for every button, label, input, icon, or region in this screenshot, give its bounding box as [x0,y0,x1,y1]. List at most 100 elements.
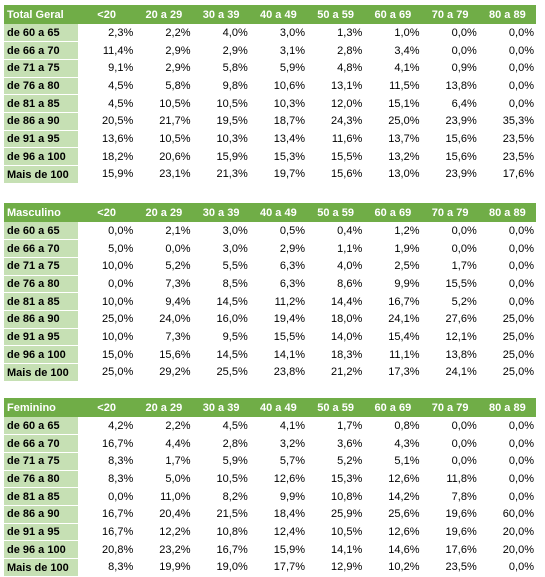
table-cell: 1,2% [394,224,420,237]
table-cell: 8,2% [222,490,248,503]
table-cell: 15,5% [331,150,363,163]
header-row: Total Geral <20 20 a 29 30 a 39 40 a 49 … [4,5,536,24]
table-title: Masculino [4,203,78,222]
table-total-geral: Total Geral <20 20 a 29 30 a 39 40 a 49 … [4,5,536,184]
table-cell: 2,9% [279,242,305,255]
table-cell: 10,8% [216,525,248,538]
table-cell: 15,5% [445,277,477,290]
column-header: 50 a 59 [307,203,365,222]
table-cell: 18,7% [273,115,305,128]
table-cell: 11,0% [160,490,191,503]
table-cell: 10,5% [159,97,191,110]
table-cell: 18,0% [331,313,363,326]
table-row: de 66 a 70 5,0% 0,0% 3,0% 2,9% 1,1% 1,9% 0,0% 0,… [4,239,536,258]
table-row: de 60 a 65 0,0% 2,1% 3,0% 0,5% 0,4% 1,2% 0,0% 0,… [4,222,536,240]
table-cell: 4,1% [279,419,305,432]
column-header: 20 a 29 [135,203,193,222]
row-label: Mais de 100 [4,363,78,382]
table-cell: 5,2% [165,260,191,273]
row-label: de 60 a 65 [4,222,78,240]
row-label: de 86 a 90 [4,504,78,524]
table-cell: 0,0% [451,44,477,57]
row-label: de 66 a 70 [4,41,78,60]
table-cell: 60,0% [502,508,534,521]
table-cell: 25,0% [502,330,534,343]
table-cell: 19,4% [273,313,305,326]
table-cell: 1,3% [337,26,363,39]
table-cell: 0,0% [451,26,477,39]
table-cell: 15,4% [388,330,420,343]
row-label: de 60 a 65 [4,417,78,435]
table-cell: 16,7% [216,543,248,556]
table-cell: 20,5% [102,115,134,128]
table-cell: 24,3% [331,115,363,128]
table-row: de 81 a 85 10,0% 9,4% 14,5% 11,2% 14,4% 16,7% 5… [4,292,536,311]
table-cell: 25,0% [502,313,534,326]
table-cell: 15,6% [445,150,477,163]
table-cell: 23,1% [159,168,191,181]
column-header: 80 a 89 [478,398,536,417]
table-cell: 14,5% [216,348,248,361]
table-cell: 1,0% [394,26,420,39]
table-cell: 19,9% [159,561,191,574]
column-header: 70 a 79 [421,398,479,417]
table-cell: 24,1% [388,313,420,326]
table-cell: 11,8% [446,472,477,485]
table-cell: 0,0% [508,79,534,92]
table-cell: 2,9% [222,44,248,57]
table-cell: 13,4% [273,132,305,145]
table-cell: 20,6% [159,150,191,163]
table-cell: 4,0% [337,260,363,273]
table-cell: 15,5% [273,330,305,343]
table-cell: 25,9% [331,508,363,521]
table-cell: 1,7% [165,455,191,468]
table-cell: 13,0% [388,168,420,181]
table-cell: 7,3% [165,277,191,290]
table-cell: 10,6% [273,79,305,92]
table-row: de 91 a 95 10,0% 7,3% 9,5% 15,5% 14,0% 15,4% 12… [4,327,536,346]
table-cell: 0,0% [451,419,477,432]
table-cell: 25,0% [502,348,534,361]
table-cell: 4,3% [394,437,420,450]
table-cell: 23,5% [445,561,477,574]
table-cell: 10,3% [273,97,305,110]
table-cell: 20,0% [502,543,534,556]
table-cell: 5,2% [451,295,477,308]
table-cell: 35,3% [502,115,534,128]
table-cell: 21,3% [216,168,248,181]
row-label: de 71 a 75 [4,256,78,276]
row-label: de 96 a 100 [4,345,78,364]
table-cell: 20,0% [502,525,534,538]
table-cell: 16,0% [216,313,248,326]
table-cell: 10,3% [216,132,248,145]
table-cell: 23,5% [502,150,534,163]
row-label: de 66 a 70 [4,434,78,453]
table-cell: 18,3% [331,348,363,361]
table-cell: 7,3% [165,330,191,343]
table-cell: 15,0% [102,348,134,361]
table-cell: 0,0% [508,260,534,273]
table-cell: 12,1% [445,330,477,343]
table-cell: 5,9% [279,62,305,75]
row-label: de 76 a 80 [4,274,78,293]
column-header: 50 a 59 [307,398,365,417]
row-label: de 71 a 75 [4,451,78,471]
table-cell: 1,1% [337,242,363,255]
table-cell: 2,5% [394,260,420,273]
row-label: de 91 a 95 [4,522,78,541]
row-label: de 91 a 95 [4,129,78,148]
table-cell: 1,7% [337,419,363,432]
table-masculino: Masculino <20 20 a 29 30 a 39 40 a 49 50… [4,203,536,382]
table-cell: 9,1% [108,62,134,75]
table-cell: 5,9% [222,455,248,468]
column-header: 60 a 69 [364,203,422,222]
table-row: de 76 a 80 8,3% 5,0% 10,5% 12,6% 15,3% 12,6% 11… [4,469,536,488]
column-header: 70 a 79 [421,5,479,24]
table-cell: 0,0% [508,455,534,468]
table-cell: 4,2% [108,419,134,432]
table-cell: 0,0% [108,277,134,290]
column-header: 30 a 39 [192,5,250,24]
column-header: 80 a 89 [478,203,536,222]
table-cell: 0,0% [108,490,134,503]
